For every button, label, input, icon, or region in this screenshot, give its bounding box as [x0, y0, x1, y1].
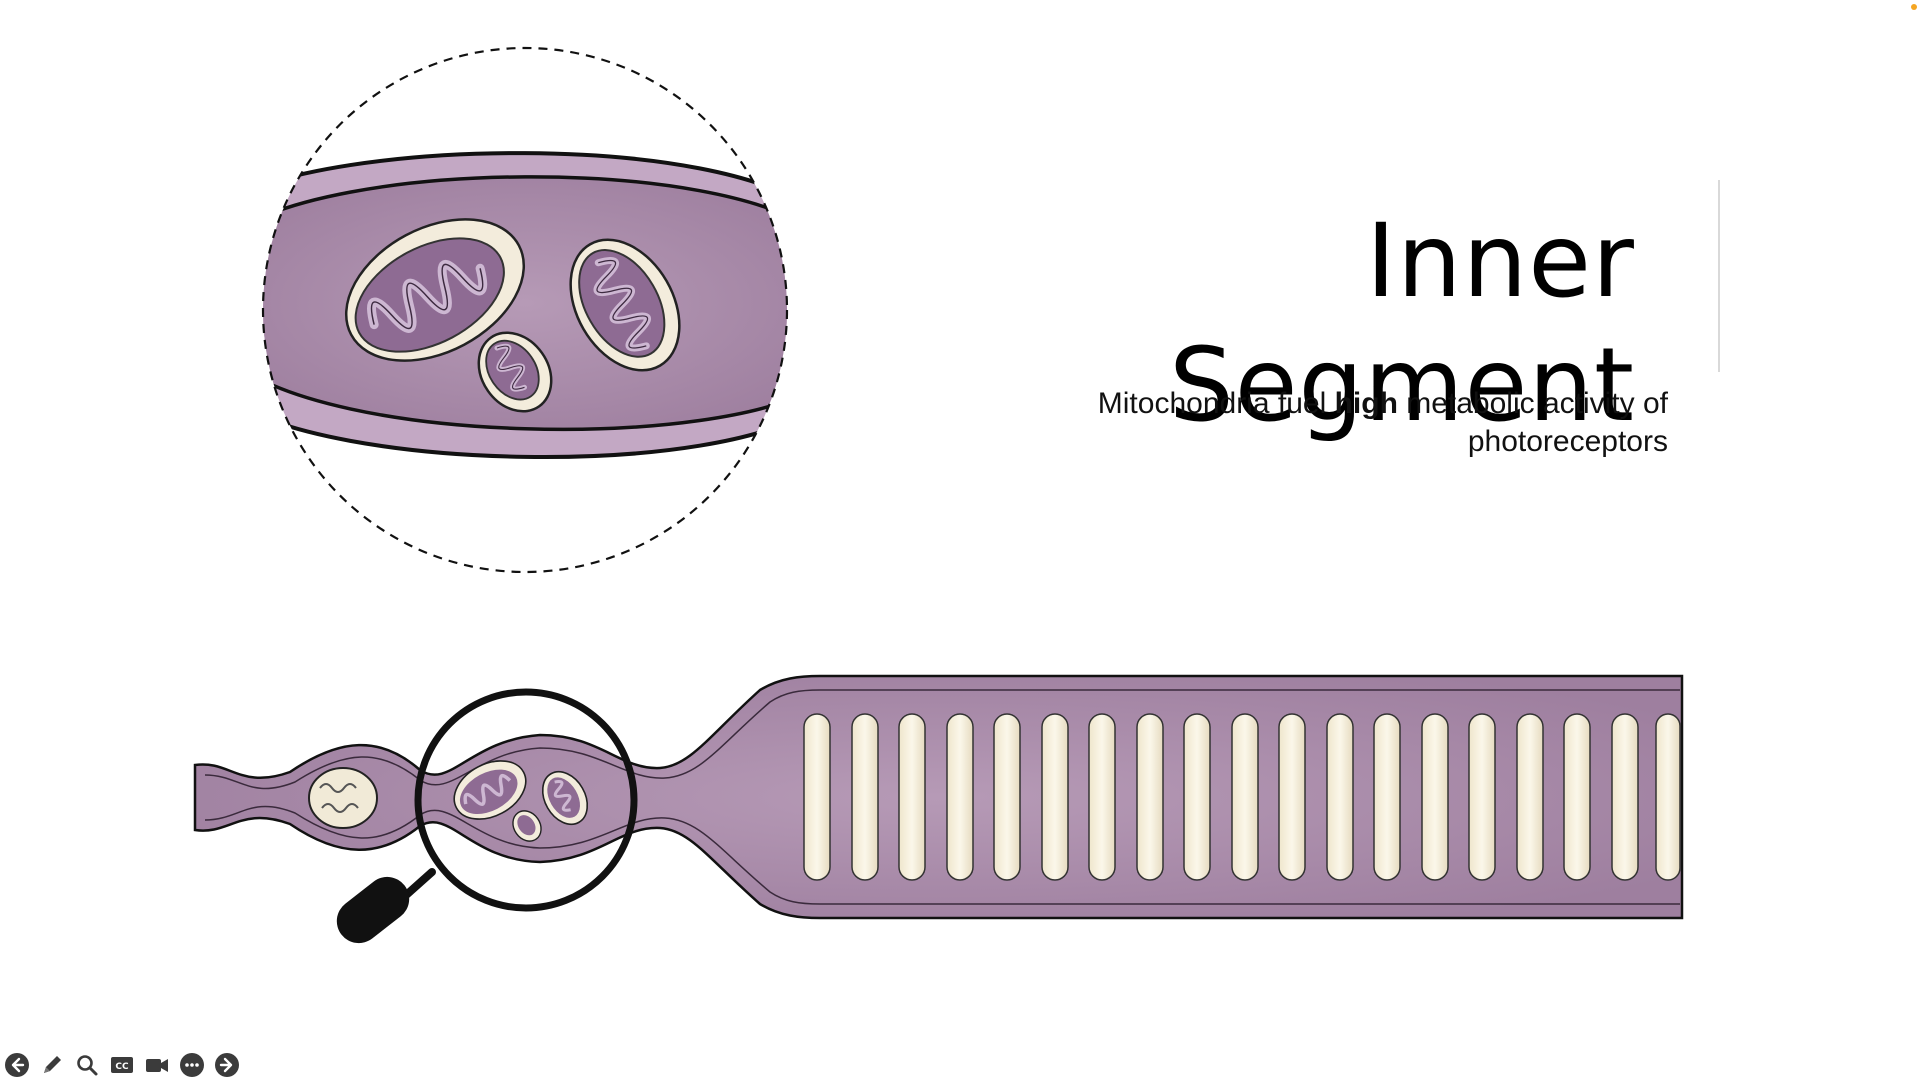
cc-icon: CC	[111, 1057, 133, 1073]
presenter-toolbar: CC	[4, 1051, 240, 1079]
pen-tool-button[interactable]	[39, 1052, 65, 1078]
outer-segment-discs	[803, 713, 1681, 881]
more-options-button[interactable]	[179, 1052, 205, 1078]
previous-slide-button[interactable]	[4, 1052, 30, 1078]
camera-button[interactable]	[144, 1052, 170, 1078]
zoom-circle	[261, 46, 789, 574]
slide-title: Inner Segment	[1169, 202, 1635, 445]
captions-button[interactable]: CC	[109, 1052, 135, 1078]
subtitle-text-end: metabolic activity of photoreceptors	[1397, 387, 1668, 458]
next-slide-button[interactable]	[214, 1052, 240, 1078]
mitochondrion-small	[477, 331, 553, 413]
zoomed-inner-segment	[261, 46, 789, 574]
magnifier-icon	[77, 1055, 98, 1076]
mitochondrion-large	[344, 218, 526, 362]
subtitle-emphasis: high	[1334, 387, 1398, 420]
video-camera-icon	[146, 1059, 168, 1072]
slide-subtitle: Mitochondria fuel high metabolic activit…	[1000, 385, 1668, 461]
magnifier-icon	[336, 688, 638, 944]
mitochondrion-right	[569, 238, 681, 372]
pen-icon	[44, 1056, 61, 1073]
arrow-right-icon	[215, 1053, 239, 1077]
zoom-button[interactable]	[74, 1052, 100, 1078]
arrow-left-icon	[5, 1053, 29, 1077]
photoreceptor-cell	[193, 674, 1684, 944]
subtitle-text-start: Mitochondria fuel	[1097, 387, 1335, 420]
vertical-divider	[1718, 180, 1720, 372]
ellipsis-icon	[180, 1053, 204, 1077]
nucleus	[308, 767, 378, 829]
status-dot	[1911, 4, 1917, 10]
svg-text:CC: CC	[115, 1062, 129, 1072]
